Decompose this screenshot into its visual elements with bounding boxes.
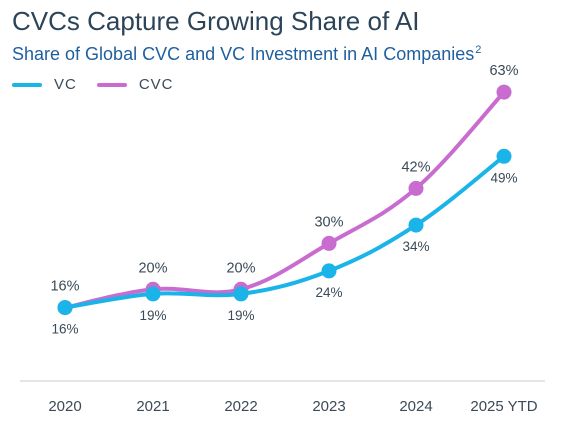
legend-item-vc: VC	[12, 76, 77, 93]
data-point-vc-2024	[408, 217, 424, 233]
data-point-vc-2025-ytd	[496, 148, 512, 164]
data-point-cvc-2024	[408, 180, 424, 196]
x-tick-labels: 2020 2021 2022 2023 2024 2025 YTD	[48, 398, 537, 415]
legend-swatch-vc	[12, 82, 42, 87]
data-label-vc-2023: 24%	[315, 285, 342, 300]
data-point-vc-2022	[233, 286, 249, 302]
x-tick-label-2025-ytd: 2025 YTD	[470, 398, 537, 415]
data-labels: 16% 19% 19% 24% 34% 49% 16% 20% 20% 30% 42% 63%	[50, 63, 518, 337]
chart-subtitle: Share of Global CVC and VC Investment in…	[12, 44, 481, 65]
legend: VC CVC	[12, 76, 194, 93]
x-tick-label-2024: 2024	[399, 398, 432, 415]
series-lines	[63, 90, 506, 310]
data-label-vc-2025-ytd: 49%	[490, 170, 517, 185]
data-point-vc-2020	[57, 300, 73, 316]
data-label-cvc-2021: 20%	[138, 260, 167, 276]
x-tick-label-2020: 2020	[48, 398, 81, 415]
series-line-cvc	[63, 90, 506, 310]
x-tick-label-2021: 2021	[136, 398, 169, 415]
data-label-cvc-2020: 16%	[50, 279, 79, 295]
data-point-vc-2023	[321, 263, 337, 279]
data-label-cvc-2024: 42%	[401, 159, 430, 175]
data-point-cvc-2025-ytd	[496, 84, 512, 100]
chart-subtitle-text: Share of Global CVC and VC Investment in…	[12, 44, 475, 64]
data-label-cvc-2025-ytd: 63%	[489, 63, 518, 79]
chart-title: CVCs Capture Growing Share of AI	[12, 6, 420, 36]
data-point-cvc-2023	[321, 235, 337, 251]
legend-item-cvc: CVC	[96, 76, 174, 93]
data-label-vc-2020: 16%	[51, 322, 78, 337]
series-markers	[57, 84, 512, 316]
data-label-cvc-2022: 20%	[226, 260, 255, 276]
series-line-vc	[63, 154, 506, 310]
data-label-vc-2024: 34%	[402, 239, 429, 254]
legend-swatch-cvc	[96, 82, 127, 87]
footnote-marker: 2	[475, 44, 482, 56]
legend-label-cvc: CVC	[138, 76, 174, 93]
data-label-vc-2022: 19%	[227, 308, 254, 323]
data-point-vc-2021	[145, 286, 161, 302]
data-label-vc-2021: 19%	[139, 308, 166, 323]
x-tick-label-2022: 2022	[224, 398, 257, 415]
x-tick-label-2023: 2023	[312, 398, 345, 415]
data-label-cvc-2023: 30%	[314, 214, 343, 230]
legend-label-vc: VC	[54, 76, 77, 93]
